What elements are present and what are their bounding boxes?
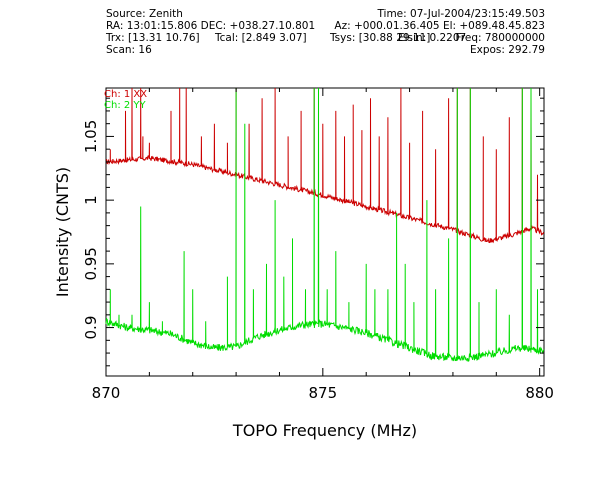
- y-tick-label: 0.95: [82, 247, 100, 280]
- legend-entry-yy: Ch: 2 YY: [104, 100, 147, 111]
- axis-ticks: 870 875 880 0.9 0.95 1 1.05: [82, 88, 554, 402]
- header-expos: Expos: 292.79: [470, 44, 545, 56]
- header-freq: Freq: 780000000: [456, 32, 546, 44]
- header-azel: Az: +000.01.36.405 El: +089.48.45.823: [334, 20, 545, 32]
- header-radec: RA: 13:01:15.806 DEC: +038.27.10.801: [106, 20, 315, 32]
- x-tick-label: 870: [92, 384, 121, 402]
- series-line-2: [105, 87, 545, 362]
- x-axis-label: TOPO Frequency (MHz): [232, 421, 417, 440]
- y-tick-label: 1.05: [82, 120, 100, 153]
- header-source: Source: Zenith: [106, 8, 183, 20]
- header-scan: Scan: 16: [106, 44, 152, 56]
- y-tick-label: 0.9: [82, 316, 100, 340]
- plot-frame: [105, 87, 545, 377]
- x-tick-label: 880: [525, 384, 554, 402]
- header-elsin: Elsin: 0.2207: [398, 32, 466, 44]
- x-tick-label: 875: [309, 384, 338, 402]
- header-tsys: Tsys: [30.88 29.11]: [329, 32, 430, 44]
- series-line-1: [105, 87, 545, 244]
- series-layer: [105, 87, 545, 362]
- header-tcal: Tcal: [2.849 3.07]: [214, 32, 307, 44]
- y-tick-label: 1: [82, 195, 100, 205]
- legend-entry-xx: Ch: 1 XX: [104, 89, 147, 100]
- header-trx: Trx: [13.31 10.76]: [105, 32, 200, 44]
- header-time: Time: 07-Jul-2004/23:15:49.503: [376, 8, 545, 20]
- y-axis-label: Intensity (CNTS): [53, 167, 72, 297]
